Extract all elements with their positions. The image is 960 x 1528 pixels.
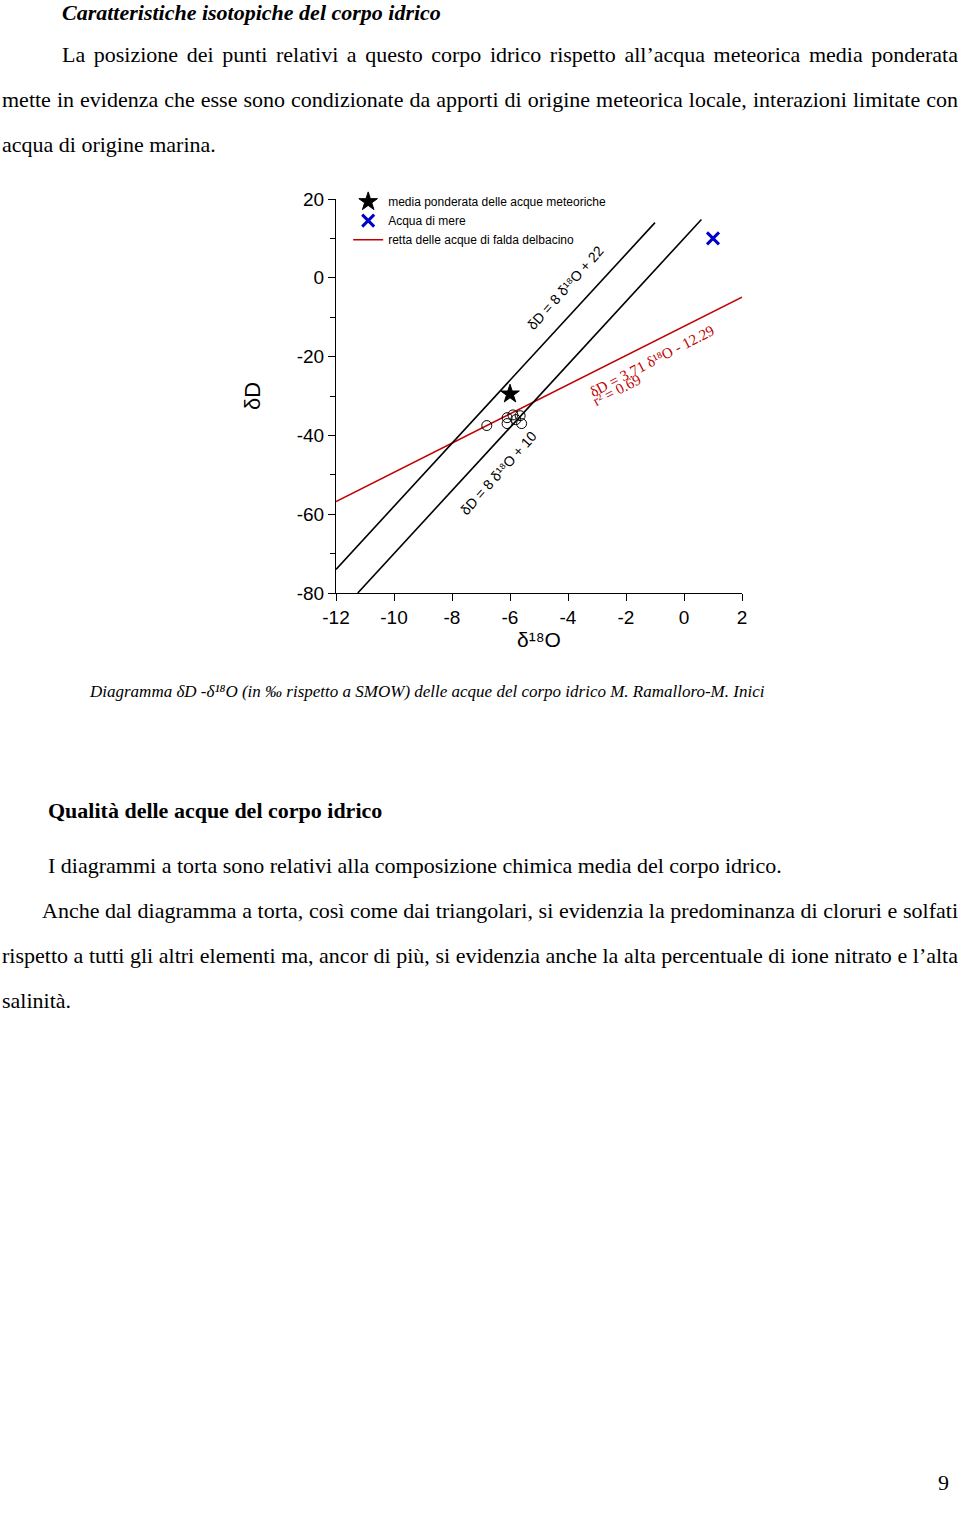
svg-text:-80: -80 <box>297 583 324 604</box>
svg-text:r² = 0.69: r² = 0.69 <box>590 371 643 409</box>
svg-text:-10: -10 <box>380 607 407 628</box>
svg-text:-2: -2 <box>618 607 635 628</box>
svg-text:20: 20 <box>303 189 324 210</box>
svg-text:δ¹⁸O: δ¹⁸O <box>517 628 561 651</box>
svg-text:δD = 8 δ¹⁸O + 10: δD = 8 δ¹⁸O + 10 <box>457 428 540 518</box>
html-text:I diagrammi a torta sono relat: I diagrammi a torta sono relativi alla c… <box>48 853 782 878</box>
html-text:Caratteristiche isotopiche del: Caratteristiche isotopiche del corpo idr… <box>62 0 441 25</box>
svg-text:δD = 3.71 δ¹⁸O - 12.29: δD = 3.71 δ¹⁸O - 12.29 <box>587 322 717 400</box>
svg-text:δD = 8 δ¹⁸O + 22: δD = 8 δ¹⁸O + 22 <box>524 243 607 333</box>
html-text:La posizione dei punti relativ: La posizione dei punti relativi a questo… <box>2 42 958 157</box>
svg-text:0: 0 <box>679 607 690 628</box>
svg-text:retta delle acque di falda del: retta delle acque di falda delbacino <box>388 233 574 247</box>
html-text:Qualità delle acque del corpo: Qualità delle acque del corpo idrico <box>48 798 383 823</box>
svg-text:-60: -60 <box>297 504 324 525</box>
svg-text:-40: -40 <box>297 425 324 446</box>
svg-text:-6: -6 <box>502 607 519 628</box>
svg-text:-12: -12 <box>322 607 349 628</box>
html-text:Anche dal diagramma a torta, c: Anche dal diagramma a torta, così come d… <box>2 898 958 1013</box>
svg-text:0: 0 <box>314 267 325 288</box>
svg-text:2: 2 <box>737 607 748 628</box>
svg-text:-4: -4 <box>560 607 577 628</box>
html-text:Diagramma δD -δ¹⁸O (in ‰ rispe: Diagramma δD -δ¹⁸O (in ‰ rispetto a SMOW… <box>90 682 765 701</box>
svg-text:-8: -8 <box>444 607 461 628</box>
svg-text:Acqua di mere: Acqua di mere <box>388 214 466 228</box>
svg-text:-20: -20 <box>297 346 324 367</box>
svg-text:media ponderata delle acque me: media ponderata delle acque meteoriche <box>388 195 606 209</box>
html-text:9: 9 <box>938 1470 949 1495</box>
svg-text:δD: δD <box>240 382 265 410</box>
